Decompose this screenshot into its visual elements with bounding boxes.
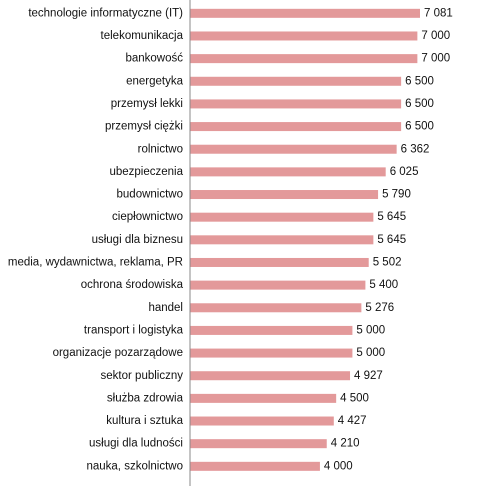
value-label: 6 500 <box>405 121 434 133</box>
bar <box>190 122 402 132</box>
bar <box>190 348 353 358</box>
value-label: 4 210 <box>331 438 360 450</box>
bar <box>190 54 418 64</box>
bar <box>190 76 402 86</box>
category-label: transport i logistyka <box>84 324 184 336</box>
bar <box>190 99 402 109</box>
category-label: ciepłownictwo <box>112 211 183 223</box>
category-label: rolnictwo <box>138 143 183 155</box>
value-label: 6 500 <box>405 98 434 110</box>
category-label: energetyka <box>126 75 184 87</box>
value-label: 5 276 <box>365 302 394 314</box>
bar <box>190 393 337 403</box>
bar <box>190 416 334 426</box>
category-label: handel <box>148 302 183 314</box>
value-label: 7 000 <box>421 53 450 65</box>
bar <box>190 235 374 245</box>
bar <box>190 325 353 335</box>
category-label: przemysł lekki <box>111 98 183 110</box>
bar <box>190 212 374 222</box>
bar <box>190 439 327 449</box>
value-label: 4 927 <box>354 370 383 382</box>
category-label: sektor publiczny <box>101 370 184 382</box>
value-label: 7 081 <box>424 7 453 19</box>
category-label: telekomunikacja <box>101 30 184 42</box>
bar <box>190 190 379 200</box>
bar <box>190 144 397 154</box>
value-label: 6 362 <box>401 143 430 155</box>
value-label: 4 500 <box>340 392 369 404</box>
bar <box>190 280 366 290</box>
value-label: 5 000 <box>356 324 385 336</box>
category-label: technologie informatyczne (IT) <box>28 7 183 19</box>
value-label: 5 000 <box>356 347 385 359</box>
category-label: przemysł ciężki <box>105 121 183 133</box>
bar <box>190 461 320 471</box>
category-label: nauka, szkolnictwo <box>86 460 183 472</box>
category-label: służba zdrowia <box>107 392 184 404</box>
category-label: media, wydawnictwa, reklama, PR <box>8 257 183 269</box>
value-label: 4 000 <box>324 460 353 472</box>
bar <box>190 8 420 18</box>
category-label: budownictwo <box>117 189 183 201</box>
bar <box>190 167 386 177</box>
bar <box>190 31 418 41</box>
category-label: bankowość <box>125 53 183 65</box>
category-label: kultura i sztuka <box>106 415 183 427</box>
bar <box>190 371 351 381</box>
category-label: usługi dla biznesu <box>92 234 183 246</box>
category-label: organizacje pozarządowe <box>53 347 183 359</box>
value-label: 5 790 <box>382 189 411 201</box>
value-label: 5 645 <box>377 211 406 223</box>
value-label: 5 645 <box>377 234 406 246</box>
value-label: 7 000 <box>421 30 450 42</box>
value-label: 6 025 <box>390 166 419 178</box>
value-label: 5 502 <box>373 257 402 269</box>
category-label: ochrona środowiska <box>81 279 184 291</box>
value-label: 5 400 <box>369 279 398 291</box>
bar <box>190 303 362 313</box>
value-label: 4 427 <box>338 415 367 427</box>
category-label: ubezpieczenia <box>109 166 183 178</box>
value-label: 6 500 <box>405 75 434 87</box>
bar <box>190 257 369 267</box>
category-label: usługi dla ludności <box>89 438 183 450</box>
